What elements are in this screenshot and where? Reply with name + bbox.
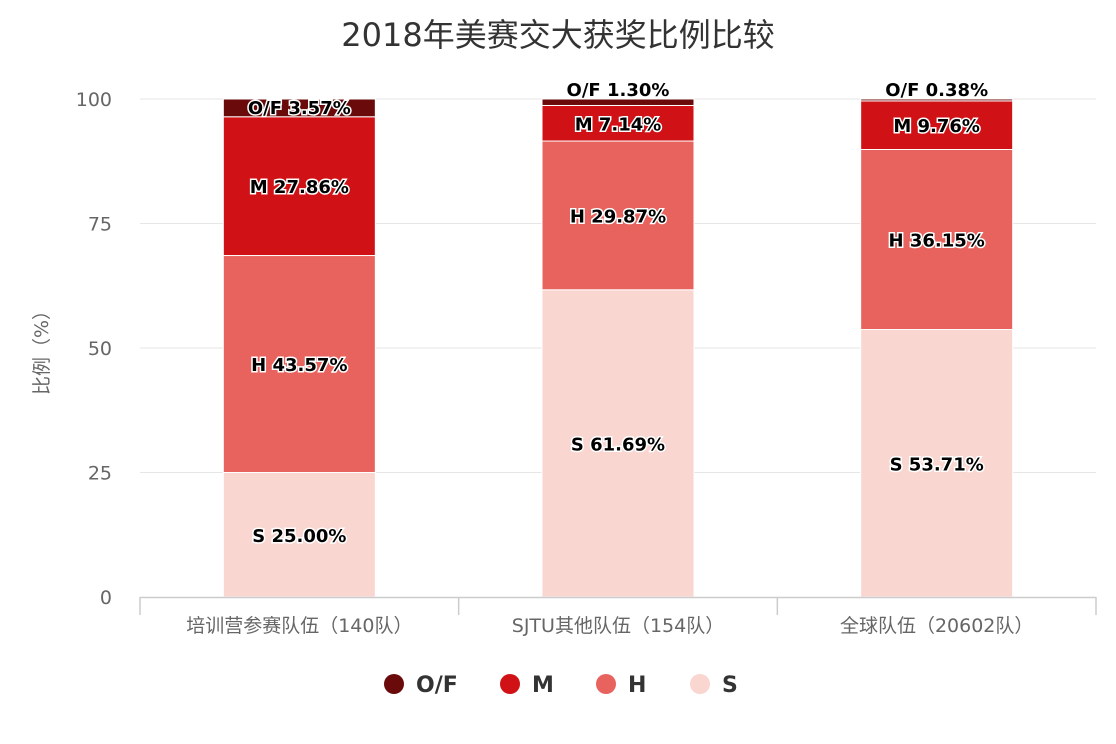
data-label: S 53.71%	[890, 454, 984, 475]
y-axis-label: 比例（%）	[31, 301, 53, 395]
data-labels: S 25.00% H 43.57% M 27.86% O/F 3.57% S 61.69…	[246, 79, 989, 549]
bars	[222, 98, 1014, 598]
legend-label: O/F	[416, 673, 458, 698]
y-tick-label: 100	[76, 89, 112, 111]
data-label: M 27.86%	[250, 177, 349, 198]
y-tick-label: 0	[100, 587, 112, 609]
data-label: H 36.15%	[889, 231, 985, 252]
bar-segment-OF-2[interactable]	[860, 98, 1014, 102]
bar-segment-M-2[interactable]	[860, 100, 1014, 150]
legend-item-of[interactable]: O/F	[384, 673, 458, 698]
legend-marker	[384, 674, 404, 694]
x-axis: 培训营参赛队伍（140队） SJTU其他队伍（154队） 全球队伍（20602队）	[139, 596, 1097, 637]
legend-marker	[596, 674, 616, 694]
legend-marker	[500, 674, 520, 694]
legend[interactable]: O/F M H S	[384, 673, 738, 698]
chart-title: 2018年美赛交大获奖比例比较	[341, 16, 774, 54]
data-label: M 9.76%	[893, 116, 980, 137]
bar-segment-H-0[interactable]	[222, 255, 376, 473]
data-label: O/F 0.38%	[885, 80, 988, 101]
legend-item-m[interactable]: M	[500, 673, 554, 698]
bar-segment-OF-1[interactable]	[541, 98, 695, 106]
bar-segment-M-0[interactable]	[222, 116, 376, 257]
data-label: S 61.69%	[571, 434, 665, 455]
bar-segment-OF-0[interactable]	[222, 98, 376, 118]
category-label: 全球队伍（20602队）	[840, 615, 1033, 637]
data-label: M 7.14%	[575, 114, 662, 135]
legend-label: S	[722, 673, 738, 698]
legend-label: M	[532, 673, 554, 698]
category-label: 培训营参赛队伍（140队）	[186, 615, 412, 637]
legend-item-h[interactable]: H	[596, 673, 646, 698]
legend-label: H	[628, 673, 646, 698]
y-tick-label: 50	[88, 338, 112, 360]
data-label: O/F 3.57%	[248, 98, 351, 119]
y-tick-label: 25	[88, 463, 112, 485]
bar-segment-H-2[interactable]	[860, 148, 1014, 331]
y-tick-label: 75	[88, 214, 112, 236]
bar-segment-S-0[interactable]	[222, 472, 376, 598]
legend-marker	[690, 674, 710, 694]
category-label: SJTU其他队伍（154队）	[512, 615, 724, 637]
data-label: S 25.00%	[252, 526, 346, 547]
data-label: H 43.57%	[251, 355, 347, 376]
data-label: O/F 1.30%	[567, 80, 670, 101]
data-label: H 29.87%	[570, 206, 666, 227]
bar-segment-S-1[interactable]	[541, 289, 695, 598]
legend-item-s[interactable]: S	[690, 673, 738, 698]
bar-segment-H-1[interactable]	[541, 140, 695, 291]
